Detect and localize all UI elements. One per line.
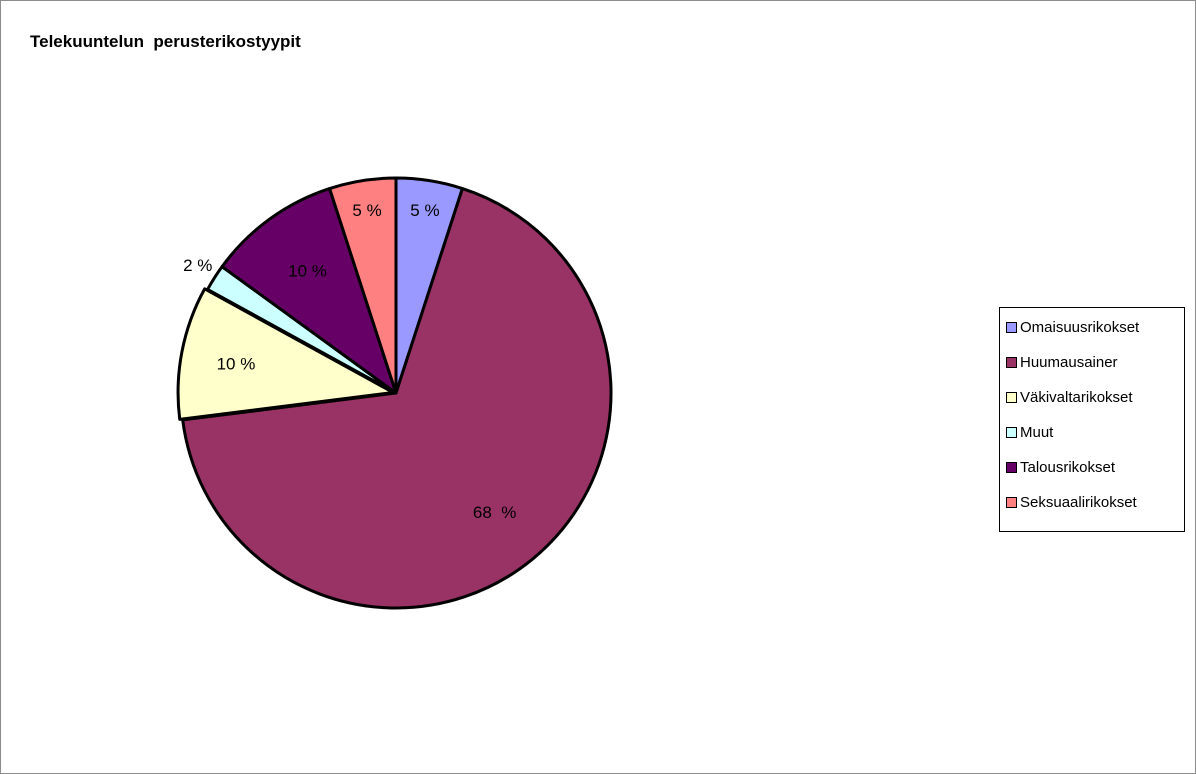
legend-item-väkivaltarikokset: Väkivaltarikokset [1006,387,1133,407]
legend-swatch [1006,496,1017,508]
data-label-seksuaalirikokset: 5 % [352,201,381,220]
pie-slice-talousrikokset [220,187,398,395]
legend-swatch [1006,426,1017,438]
legend-item-talousrikokset: Talousrikokset [1006,457,1115,477]
data-label-väkivaltarikokset: 10 % [217,354,256,373]
legend-swatch [1006,461,1017,473]
pie-slice-väkivaltarikokset [176,287,395,421]
legend-swatch [1006,321,1017,333]
data-label-muut: 2 % [183,256,212,275]
data-label-omaisuusrikokset: 5 % [410,201,439,220]
legend-label: Talousrikokset [1020,458,1116,476]
legend-label: Huumausainer [1020,353,1118,371]
legend-item-seksuaalirikokset: Seksuaalirikokset [1006,492,1137,512]
legend: Omaisuusrikokset Huumausainer Väkivaltarik… [999,307,1185,532]
legend-label: Väkivaltarikokset [1020,388,1133,406]
legend-label: Muut [1020,423,1054,441]
pie-slice-seksuaalirikokset [328,176,398,395]
legend-swatch [1006,391,1017,403]
legend-swatch [1006,356,1017,368]
legend-item-omaisuusrikokset: Omaisuusrikokset [1006,317,1139,337]
legend-item-huumausainer: Huumausainer [1006,352,1118,372]
chart-title: Telekuuntelun perusterikostyypit [30,32,301,51]
legend-item-muut: Muut [1006,422,1053,442]
pie-slice-huumausainer [181,187,613,610]
data-label-talousrikokset: 10 % [288,262,327,281]
legend-label: Seksuaalirikokset [1020,493,1137,511]
legend-label: Omaisuusrikokset [1020,318,1140,336]
data-label-huumausainer: 68 % [473,503,516,522]
